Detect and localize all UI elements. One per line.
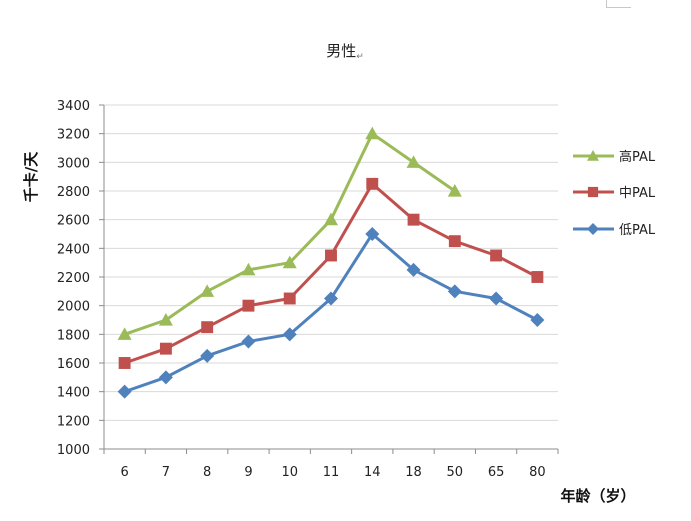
data-point [282,255,297,269]
legend-entry: 高PAL [573,149,656,165]
chart-title: 男性↵ [326,42,364,62]
data-point [365,126,380,140]
data-point [241,262,256,276]
x-tick-label: 10 [281,465,298,480]
data-point [447,184,462,197]
data-point [159,342,172,355]
y-tick-label: 3400 [57,99,90,114]
data-point [158,370,173,385]
data-point [158,313,173,326]
data-point [531,271,544,283]
data-point [282,327,297,342]
data-point [324,212,338,226]
series-lines [117,126,545,399]
y-tick-label: 1200 [57,414,90,429]
x-tick-label: 8 [203,465,211,480]
legend-label: 中PAL [619,186,656,201]
legend: 高PAL 中PAL 低PAL [573,149,656,238]
data-point [242,299,255,312]
data-point [118,357,131,369]
gridlines [104,104,558,450]
y-tick-label: 3000 [57,156,90,171]
x-tick-label: 7 [162,465,170,480]
data-point [406,262,421,277]
data-point [324,291,338,306]
legend-label: 高PAL [619,149,656,165]
y-tick-label: 1400 [57,386,90,401]
legend-marker [587,150,599,161]
y-tick-label: 1000 [57,443,90,458]
data-point [283,292,296,305]
y-tick-label: 2000 [57,300,90,315]
series-2 [118,177,544,369]
legend-entry: 低PAL [573,223,656,238]
legend-marker [587,186,599,198]
data-point [530,313,545,327]
axes: 1000 1200 1400 1600 1800 2000 2200 2400 2600 2800… [57,99,559,480]
data-point [241,334,256,349]
y-tick-label: 3200 [57,128,90,143]
legend-entry: 中PAL [573,186,656,201]
x-axis-label: 年龄（岁） [560,487,635,505]
data-point [407,213,420,226]
data-point [447,284,462,299]
series-line [124,182,539,365]
data-point [117,327,132,340]
x-tick-label: 11 [323,465,340,480]
series-3 [117,227,545,399]
data-point [325,249,337,262]
data-point [448,235,461,248]
x-tick-label: 14 [364,465,381,480]
y-tick-label: 2800 [57,185,90,200]
x-tick-label: 9 [244,465,252,480]
y-tick-label: 2200 [57,271,90,286]
data-point [365,227,380,241]
data-point [200,348,215,363]
corner-crop-mark [606,0,631,8]
y-tick-label: 2600 [57,214,90,229]
x-tick-label: 50 [447,465,464,480]
x-tick-label: 6 [120,465,128,480]
data-point [406,155,421,168]
legend-label: 低PAL [619,223,656,238]
x-tick-label: 80 [529,465,546,480]
legend-marker [587,223,599,235]
series-1 [117,126,462,340]
data-point [117,384,132,399]
y-tick-label: 2400 [57,242,90,257]
y-tick-label: 1800 [57,328,90,343]
data-point [490,249,503,262]
y-axis-label: 千卡/天 [22,151,40,202]
y-tick-label: 1600 [57,357,90,372]
x-tick-label: 65 [488,465,505,480]
data-point [489,291,504,306]
x-tick-label: 18 [405,465,422,480]
data-point [200,284,215,297]
data-point [201,321,214,334]
data-point [366,177,379,190]
